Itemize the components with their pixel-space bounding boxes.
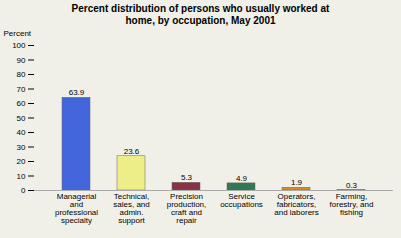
svg-text:20: 20 xyxy=(17,157,26,166)
svg-text:Precisionproduction,craft andr: Precisionproduction,craft andrepair xyxy=(167,192,207,225)
svg-text:40: 40 xyxy=(17,128,26,137)
svg-text:70: 70 xyxy=(17,85,26,94)
svg-text:0.3: 0.3 xyxy=(346,181,358,190)
svg-text:Technical,sales, andadmin.supp: Technical,sales, andadmin.support xyxy=(113,192,149,225)
svg-text:100: 100 xyxy=(12,41,26,50)
svg-text:60: 60 xyxy=(17,99,26,108)
svg-text:63.9: 63.9 xyxy=(69,88,85,97)
html-text:Percent distribution of person: Percent distribution of persons who usua… xyxy=(71,3,330,26)
svg-text:10: 10 xyxy=(17,172,26,181)
svg-text:23.6: 23.6 xyxy=(124,147,140,156)
svg-text:Operators,fabricators,and labo: Operators,fabricators,and laborers xyxy=(274,192,318,217)
svg-text:Serviceoccupations: Serviceoccupations xyxy=(220,192,263,209)
svg-text:50: 50 xyxy=(17,114,26,123)
svg-text:0: 0 xyxy=(21,186,26,195)
svg-text:4.9: 4.9 xyxy=(236,174,248,183)
svg-text:90: 90 xyxy=(17,56,26,65)
svg-text:5.3: 5.3 xyxy=(181,173,193,182)
svg-text:Percent: Percent xyxy=(4,29,32,38)
svg-text:Managerialandprofessionalspeci: Managerialandprofessionalspecialty xyxy=(55,192,98,225)
svg-text:30: 30 xyxy=(17,143,26,152)
svg-text:Farming,forestry, andfishing: Farming,forestry, andfishing xyxy=(330,192,374,217)
svg-text:80: 80 xyxy=(17,70,26,79)
svg-text:1.9: 1.9 xyxy=(291,178,303,187)
